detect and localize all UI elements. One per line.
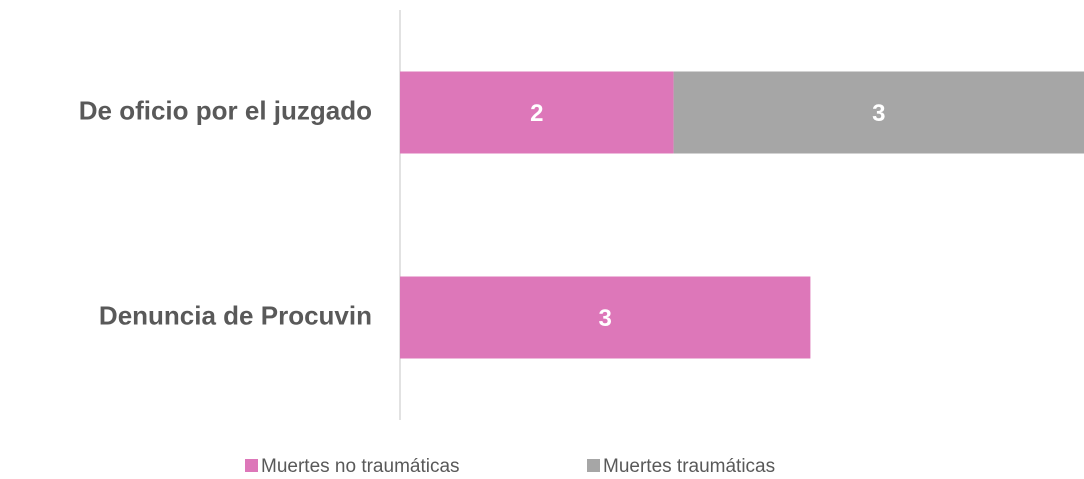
legend-label: Muertes traumáticas — [603, 456, 775, 477]
y-tick-label: De oficio por el juzgado — [79, 95, 372, 125]
bar-segment — [673, 71, 1084, 154]
legend-swatch — [587, 459, 600, 472]
y-tick-label: Denuncia de Procuvin — [99, 300, 372, 330]
bar-segment — [400, 71, 674, 154]
data-label: 3 — [599, 305, 612, 332]
bar-segment — [400, 276, 811, 359]
legend-swatch — [245, 459, 258, 472]
data-label: 3 — [872, 100, 885, 127]
legend-label: Muertes no traumáticas — [261, 456, 460, 477]
data-label: 2 — [530, 100, 543, 127]
